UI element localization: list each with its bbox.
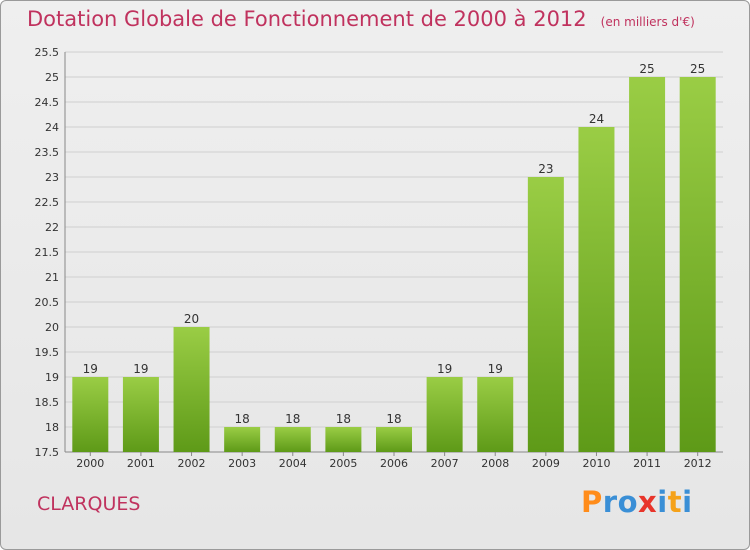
bar-2005 <box>325 427 362 452</box>
bar-2008 <box>477 377 514 452</box>
chart-title: Dotation Globale de Fonctionnement de 20… <box>27 7 695 31</box>
x-tick-label-2012: 2012 <box>684 457 712 470</box>
y-tick-label: 17.5 <box>35 446 60 459</box>
logo-letter: t <box>667 485 683 519</box>
bar-2004 <box>274 427 311 452</box>
bar-2000 <box>72 377 109 452</box>
unit-note: (en milliers d'€) <box>600 15 695 29</box>
data-label-2004: 18 <box>285 412 300 426</box>
y-tick-label: 19 <box>45 371 59 384</box>
chart-title-text: Dotation Globale de Fonctionnement de 20… <box>27 7 587 31</box>
x-tick-label-2011: 2011 <box>633 457 661 470</box>
data-label-2000: 19 <box>83 362 98 376</box>
bar-2001 <box>122 377 159 452</box>
commune-name: CLARQUES <box>37 493 141 515</box>
x-tick-label-2000: 2000 <box>76 457 104 470</box>
logo-letter: P <box>581 485 603 519</box>
x-tick-label-2004: 2004 <box>279 457 307 470</box>
y-tick-label: 22.5 <box>35 196 60 209</box>
logo-letter: r <box>602 485 618 519</box>
bar-2003 <box>224 427 261 452</box>
y-tick-label: 20 <box>45 321 59 334</box>
y-tick-label: 20.5 <box>35 296 60 309</box>
bar-2009 <box>527 177 564 452</box>
y-tick-label: 18 <box>45 421 59 434</box>
y-tick-label: 22 <box>45 221 59 234</box>
y-tick-label: 18.5 <box>35 396 60 409</box>
data-label-2011: 25 <box>639 62 654 76</box>
y-tick-label: 25.5 <box>35 46 60 59</box>
x-tick-label-2001: 2001 <box>127 457 155 470</box>
y-tick-label: 23.5 <box>35 146 60 159</box>
data-label-2009: 23 <box>538 162 553 176</box>
data-label-2003: 18 <box>235 412 250 426</box>
logo-letter: x <box>638 485 658 519</box>
y-tick-label: 23 <box>45 171 59 184</box>
x-tick-label-2006: 2006 <box>380 457 408 470</box>
proxiti-logo: Proxiti <box>581 485 693 519</box>
x-tick-label-2005: 2005 <box>329 457 357 470</box>
bar-2006 <box>376 427 412 452</box>
data-label-2002: 20 <box>184 312 199 326</box>
data-label-2001: 19 <box>133 362 148 376</box>
logo-letter: i <box>682 485 693 519</box>
y-tick-label: 24.5 <box>35 96 60 109</box>
x-tick-label-2003: 2003 <box>228 457 256 470</box>
bar-2002 <box>173 327 210 452</box>
y-tick-label: 21 <box>45 271 59 284</box>
y-tick-label: 25 <box>45 71 59 84</box>
x-tick-label-2010: 2010 <box>582 457 610 470</box>
x-tick-label-2002: 2002 <box>178 457 206 470</box>
bar-2007 <box>426 377 463 452</box>
x-tick-label-2007: 2007 <box>431 457 459 470</box>
data-label-2008: 19 <box>488 362 503 376</box>
data-label-2005: 18 <box>336 412 351 426</box>
y-tick-label: 21.5 <box>35 246 60 259</box>
y-tick-label: 24 <box>45 121 59 134</box>
data-label-2007: 19 <box>437 362 452 376</box>
data-label-2012: 25 <box>690 62 705 76</box>
x-tick-label-2009: 2009 <box>532 457 560 470</box>
logo-letter: i <box>657 485 668 519</box>
x-tick-label-2008: 2008 <box>481 457 509 470</box>
data-label-2006: 18 <box>386 412 401 426</box>
bar-2012 <box>679 77 716 452</box>
y-tick-label: 19.5 <box>35 346 60 359</box>
bar-2010 <box>578 127 615 452</box>
bar-2011 <box>629 77 666 452</box>
logo-letter: o <box>617 485 639 519</box>
data-label-2010: 24 <box>589 112 604 126</box>
